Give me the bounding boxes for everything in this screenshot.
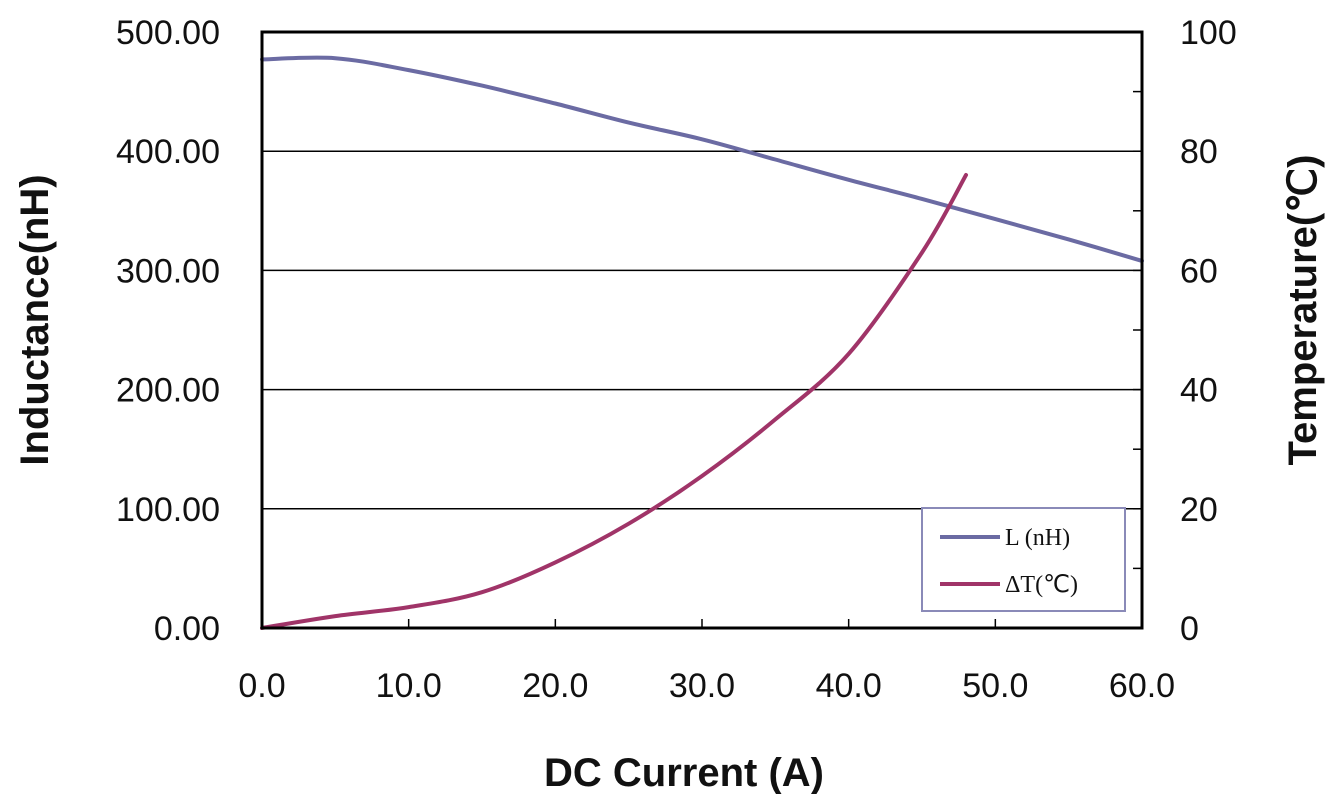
- x-tick-label: 40.0: [816, 667, 882, 705]
- y-left-tick-label: 100.00: [116, 491, 220, 529]
- y-left-tick-label: 500.00: [116, 14, 220, 52]
- y-right-tick-label: 80: [1180, 133, 1218, 171]
- y-right-tick-label: 100: [1180, 14, 1237, 52]
- y-right-tick-label: 0: [1180, 610, 1199, 648]
- series-lines: [260, 55, 1144, 630]
- x-axis-title: DC Current (A): [544, 751, 824, 794]
- y-left-tick-label: 0.00: [154, 610, 220, 648]
- y-axis-right-title: Temperature(℃): [1281, 155, 1325, 466]
- legend-label-inductance: L (nH): [1005, 525, 1070, 551]
- x-tick-label: 10.0: [376, 667, 442, 705]
- legend: L (nH) ΔT(℃): [921, 507, 1126, 612]
- y-right-tick-label: 60: [1180, 252, 1218, 290]
- y-axis-left-title: Inductance(nH): [13, 174, 57, 465]
- x-tick-label: 30.0: [669, 667, 735, 705]
- grid-lines: [262, 150, 1142, 510]
- legend-label-temperature: ΔT(℃): [1005, 572, 1078, 598]
- x-tick-label: 0.0: [238, 667, 285, 705]
- series-line-inductance: [260, 55, 1144, 263]
- series-line-temperature: [260, 173, 968, 630]
- y-left-tick-label: 400.00: [116, 133, 220, 171]
- x-tick-label: 20.0: [522, 667, 588, 705]
- y-left-tick-label: 200.00: [116, 372, 220, 410]
- x-tick-label: 60.0: [1109, 667, 1175, 705]
- legend-box: [921, 507, 1126, 612]
- axis-ticks: 0.00 100.00 200.00 300.00 400.00 500.00 0 20 40 6…: [116, 14, 1237, 705]
- y-left-tick-label: 300.00: [116, 252, 220, 290]
- y-right-tick-label: 20: [1180, 491, 1218, 529]
- y-right-tick-label: 40: [1180, 372, 1218, 410]
- x-tick-label: 50.0: [962, 667, 1028, 705]
